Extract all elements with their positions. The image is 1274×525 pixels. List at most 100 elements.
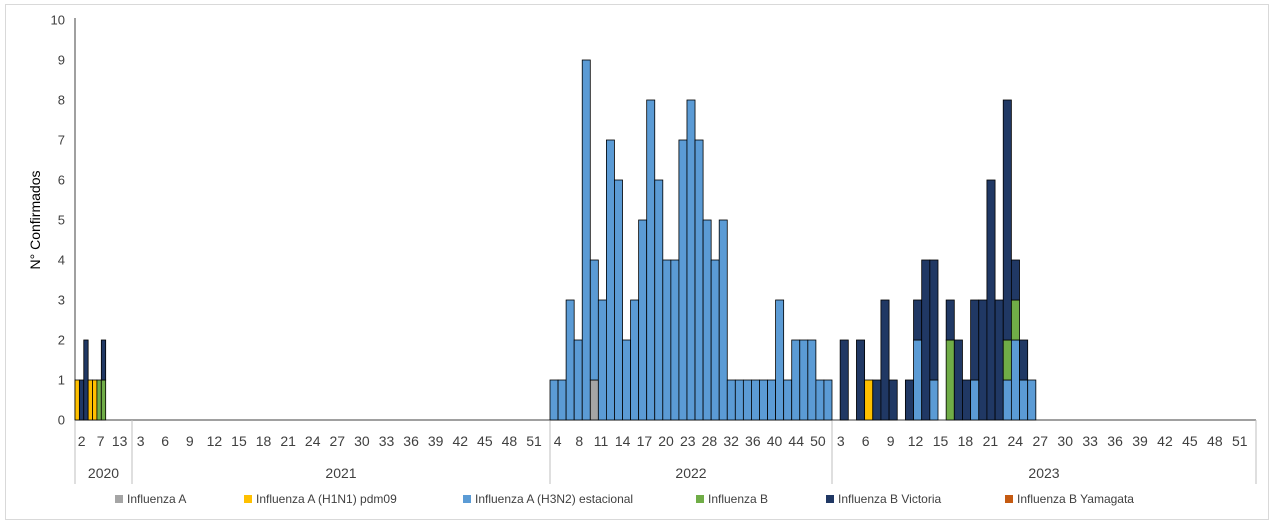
- x-tick-label: 13: [112, 433, 128, 449]
- bar-segment: [718, 219, 728, 421]
- bar-segment: [606, 139, 615, 421]
- x-tick-label: 3: [837, 433, 845, 449]
- bar-segment: [970, 299, 980, 381]
- x-tick-label: 17: [637, 433, 653, 449]
- x-tick-label: 33: [379, 433, 395, 449]
- legend-swatch: [696, 495, 704, 503]
- y-tick-label: 10: [51, 13, 65, 28]
- bar-segment: [856, 339, 866, 421]
- year-label: 2023: [1028, 465, 1059, 481]
- bar-segment: [1010, 299, 1020, 341]
- chart-frame: [5, 4, 1269, 520]
- bar-segment: [557, 379, 567, 421]
- bar-segment: [751, 379, 760, 421]
- x-tick-label: 42: [452, 433, 468, 449]
- bar-segment: [767, 379, 776, 421]
- x-tick-label: 42: [1157, 433, 1173, 449]
- x-tick-label: 40: [767, 433, 783, 449]
- bar-segment: [807, 339, 817, 421]
- y-tick-label: 6: [58, 173, 65, 188]
- bar-segment: [710, 259, 720, 421]
- bar-segment: [904, 379, 914, 421]
- x-tick-label: 4: [554, 433, 562, 449]
- x-tick-label: 48: [1207, 433, 1223, 449]
- bar-segment: [783, 379, 793, 421]
- x-tick-label: 45: [1182, 433, 1198, 449]
- bar-segment: [100, 339, 107, 381]
- x-tick-label: 50: [810, 433, 826, 449]
- bar-segment: [686, 99, 696, 421]
- x-tick-label: 14: [615, 433, 631, 449]
- bar-segment: [630, 299, 640, 421]
- legend-swatch: [115, 495, 123, 503]
- bar-segment: [614, 179, 623, 421]
- x-tick-label: 36: [403, 433, 419, 449]
- bar-segment: [1002, 339, 1012, 381]
- bar-segment: [646, 99, 656, 421]
- x-tick-label: 24: [1008, 433, 1024, 449]
- x-tick-label: 39: [428, 433, 444, 449]
- x-tick-label: 21: [280, 433, 296, 449]
- bar-segment: [775, 299, 785, 421]
- bar-segment: [654, 179, 664, 421]
- x-tick-label: 36: [745, 433, 761, 449]
- x-tick-label: 48: [502, 433, 518, 449]
- x-tick-label: 39: [1132, 433, 1148, 449]
- bar-segment: [888, 379, 898, 421]
- x-tick-label: 9: [887, 433, 895, 449]
- year-label: 2021: [325, 465, 356, 481]
- legend-label: Influenza B Yamagata: [1017, 492, 1134, 506]
- y-tick-label: 8: [58, 93, 65, 108]
- bar-segment: [1002, 379, 1012, 421]
- bar-segment: [986, 179, 996, 421]
- bar-segment: [742, 379, 752, 421]
- bar-segment: [913, 299, 923, 341]
- legend-swatch: [826, 495, 834, 503]
- bar-segment: [823, 379, 833, 421]
- y-tick-label: 0: [58, 413, 65, 428]
- bar-segment: [100, 379, 107, 421]
- bar-segment: [74, 379, 80, 421]
- x-tick-label: 20: [658, 433, 674, 449]
- bar-segment: [759, 379, 768, 421]
- x-tick-label: 18: [256, 433, 272, 449]
- bar-segment: [597, 299, 607, 421]
- x-tick-label: 2: [78, 433, 86, 449]
- bar-segment: [864, 379, 874, 421]
- x-tick-label: 18: [958, 433, 974, 449]
- bar-segment: [670, 259, 680, 421]
- x-tick-label: 27: [330, 433, 346, 449]
- bar-segment: [92, 379, 98, 421]
- bar-segment: [978, 299, 988, 421]
- bar-segment: [549, 379, 559, 421]
- bar-segment: [872, 379, 882, 421]
- bar-segment: [929, 379, 939, 421]
- y-tick-label: 1: [58, 373, 65, 388]
- x-tick-label: 32: [723, 433, 739, 449]
- x-tick-label: 7: [97, 433, 105, 449]
- bar-segment: [565, 299, 575, 421]
- x-tick-label: 51: [1232, 433, 1248, 449]
- x-tick-label: 11: [594, 433, 609, 449]
- x-tick-label: 23: [680, 433, 696, 449]
- x-tick-label: 30: [354, 433, 370, 449]
- bar-segment: [573, 339, 583, 421]
- y-tick-label: 2: [58, 333, 65, 348]
- legend-label: Influenza B Victoria: [838, 492, 941, 506]
- bar-segment: [638, 219, 648, 421]
- x-tick-label: 6: [862, 433, 870, 449]
- bar-segment: [1010, 339, 1020, 421]
- bar-segment: [1002, 99, 1012, 341]
- y-tick-label: 3: [58, 293, 65, 308]
- bar-segment: [1027, 379, 1037, 421]
- y-tick-label: 5: [58, 213, 65, 228]
- bar-segment: [945, 339, 955, 421]
- bar-segment: [970, 379, 980, 421]
- legend-label: Influenza A (H1N1) pdm09: [256, 492, 397, 506]
- bar-segment: [929, 259, 939, 381]
- x-tick-label: 28: [702, 433, 718, 449]
- bar-segment: [702, 219, 712, 421]
- bar-segment: [945, 299, 955, 341]
